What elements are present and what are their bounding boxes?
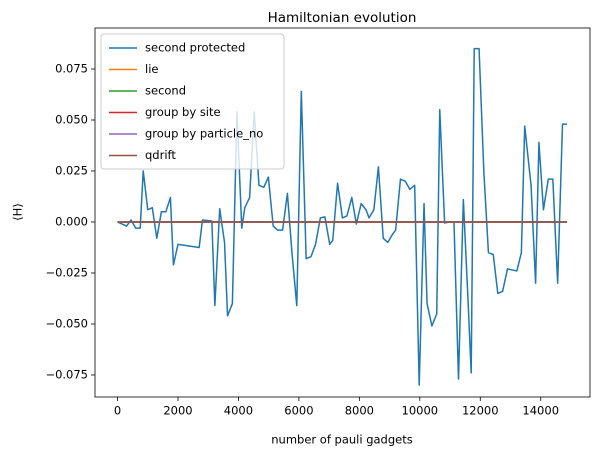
x-tick-label: 0: [114, 404, 121, 418]
y-tick-label: 0.025: [55, 163, 88, 177]
legend-box: [100, 33, 285, 170]
y-tick-label: −0.025: [45, 265, 88, 279]
plot-frame: [94, 27, 591, 398]
y-tick-label: −0.050: [45, 316, 88, 330]
chart-title: Hamiltonian evolution: [268, 10, 417, 26]
x-tick-label: 6000: [284, 404, 313, 418]
legend-label: group by site: [145, 105, 221, 119]
y-tick-label: 0.075: [55, 62, 88, 76]
x-tick-label: 8000: [345, 404, 374, 418]
y-tick-label: 0.000: [55, 214, 88, 228]
legend-label: second protected: [145, 41, 245, 55]
x-tick-label: 12000: [462, 404, 499, 418]
legend-label: second: [145, 84, 186, 98]
y-tick-label: −0.075: [45, 367, 88, 381]
y-axis-label: ⟨H⟩: [11, 203, 25, 221]
legend-label: lie: [145, 62, 158, 76]
series-line: [117, 47, 568, 386]
legend: second protected lie second group by site gr…: [100, 33, 285, 170]
x-axis-label: number of pauli gadgets: [271, 433, 412, 447]
legend-label: group by particle_no: [145, 127, 263, 141]
legend-label: qdrift: [145, 148, 176, 162]
x-tick-label: 4000: [224, 404, 253, 418]
x-tick-label: 2000: [163, 404, 192, 418]
y-tick-label: 0.050: [55, 112, 88, 126]
x-tick-label: 14000: [522, 404, 559, 418]
x-tick-label: 10000: [402, 404, 439, 418]
